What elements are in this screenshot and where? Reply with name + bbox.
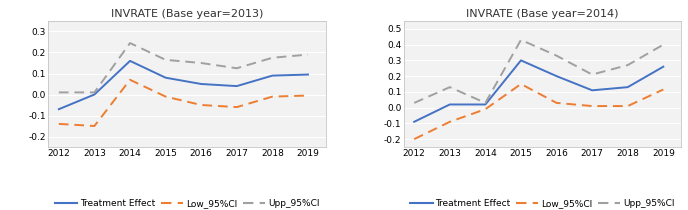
Treatment Effect [304, 73, 312, 76]
Low_95%CI [410, 138, 418, 140]
Treatment Effect [268, 74, 277, 77]
Treatment Effect [410, 121, 418, 123]
Legend: Treatment Effect, Low_95%CI, Upp_95%CI: Treatment Effect, Low_95%CI, Upp_95%CI [54, 199, 319, 208]
Treatment Effect [552, 75, 561, 77]
Low_95%CI [659, 88, 667, 91]
Upp_95%CI [552, 54, 561, 57]
Upp_95%CI [446, 86, 454, 88]
Treatment Effect [197, 83, 205, 85]
Upp_95%CI [268, 56, 277, 59]
Treatment Effect [162, 76, 170, 79]
Treatment Effect [659, 65, 667, 68]
Title: INVRATE (Base year=2013): INVRATE (Base year=2013) [111, 9, 263, 19]
Title: INVRATE (Base year=2014): INVRATE (Base year=2014) [466, 9, 619, 19]
Line: Low_95%CI: Low_95%CI [414, 84, 663, 139]
Treatment Effect [126, 60, 134, 62]
Upp_95%CI [304, 53, 312, 56]
Upp_95%CI [410, 102, 418, 104]
Upp_95%CI [162, 59, 170, 61]
Low_95%CI [126, 79, 134, 81]
Treatment Effect [446, 103, 454, 106]
Low_95%CI [481, 108, 489, 110]
Legend: Treatment Effect, Low_95%CI, Upp_95%CI: Treatment Effect, Low_95%CI, Upp_95%CI [410, 199, 675, 208]
Low_95%CI [55, 123, 63, 125]
Upp_95%CI [517, 39, 525, 41]
Upp_95%CI [126, 42, 134, 44]
Treatment Effect [233, 85, 241, 87]
Upp_95%CI [588, 73, 596, 76]
Treatment Effect [90, 93, 98, 96]
Treatment Effect [517, 59, 525, 62]
Low_95%CI [623, 105, 632, 107]
Line: Upp_95%CI: Upp_95%CI [414, 40, 663, 103]
Treatment Effect [55, 108, 63, 110]
Upp_95%CI [659, 43, 667, 46]
Low_95%CI [268, 95, 277, 98]
Low_95%CI [197, 104, 205, 106]
Low_95%CI [588, 105, 596, 107]
Line: Low_95%CI: Low_95%CI [59, 80, 308, 126]
Line: Treatment Effect: Treatment Effect [414, 60, 663, 122]
Low_95%CI [517, 83, 525, 85]
Upp_95%CI [481, 102, 489, 104]
Upp_95%CI [55, 91, 63, 94]
Treatment Effect [481, 103, 489, 106]
Low_95%CI [552, 102, 561, 104]
Low_95%CI [446, 121, 454, 123]
Low_95%CI [162, 95, 170, 98]
Low_95%CI [233, 106, 241, 108]
Low_95%CI [304, 94, 312, 97]
Line: Upp_95%CI: Upp_95%CI [59, 43, 308, 92]
Treatment Effect [623, 86, 632, 88]
Upp_95%CI [90, 91, 98, 94]
Upp_95%CI [197, 62, 205, 64]
Upp_95%CI [233, 67, 241, 70]
Treatment Effect [588, 89, 596, 92]
Line: Treatment Effect: Treatment Effect [59, 61, 308, 109]
Low_95%CI [90, 125, 98, 127]
Upp_95%CI [623, 64, 632, 66]
